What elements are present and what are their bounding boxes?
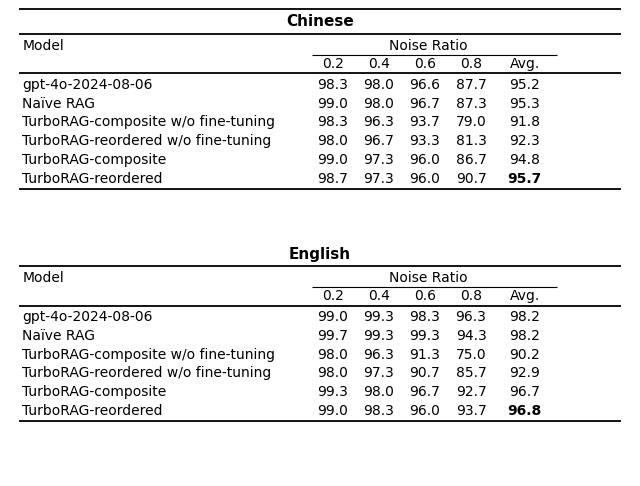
- Text: 98.0: 98.0: [364, 385, 394, 399]
- Text: 85.7: 85.7: [456, 366, 486, 381]
- Text: 98.3: 98.3: [317, 78, 348, 92]
- Text: Model: Model: [22, 272, 64, 285]
- Text: 95.7: 95.7: [508, 172, 542, 186]
- Text: 91.3: 91.3: [410, 348, 440, 362]
- Text: TurboRAG-composite: TurboRAG-composite: [22, 153, 166, 167]
- Text: 99.3: 99.3: [410, 329, 440, 343]
- Text: 99.0: 99.0: [317, 153, 348, 167]
- Text: 0.4: 0.4: [368, 57, 390, 71]
- Text: TurboRAG-composite w/o fine-tuning: TurboRAG-composite w/o fine-tuning: [22, 116, 275, 129]
- Text: 0.2: 0.2: [322, 290, 344, 303]
- Text: Avg.: Avg.: [509, 290, 540, 303]
- Text: Naïve RAG: Naïve RAG: [22, 97, 95, 111]
- Text: 97.3: 97.3: [364, 153, 394, 167]
- Text: 98.7: 98.7: [317, 172, 348, 186]
- Text: 98.3: 98.3: [317, 116, 348, 129]
- Text: 92.7: 92.7: [456, 385, 486, 399]
- Text: 98.0: 98.0: [317, 366, 348, 381]
- Text: 0.6: 0.6: [414, 57, 436, 71]
- Text: 94.3: 94.3: [456, 329, 486, 343]
- Text: Avg.: Avg.: [509, 57, 540, 71]
- Text: Naïve RAG: Naïve RAG: [22, 329, 95, 343]
- Text: TurboRAG-composite: TurboRAG-composite: [22, 385, 166, 399]
- Text: 98.0: 98.0: [364, 78, 394, 92]
- Text: 87.3: 87.3: [456, 97, 486, 111]
- Text: 99.0: 99.0: [317, 97, 348, 111]
- Text: 96.7: 96.7: [364, 134, 394, 148]
- Text: 96.3: 96.3: [364, 348, 394, 362]
- Text: 96.6: 96.6: [410, 78, 440, 92]
- Text: gpt-4o-2024-08-06: gpt-4o-2024-08-06: [22, 78, 153, 92]
- Text: 96.0: 96.0: [410, 153, 440, 167]
- Text: 99.0: 99.0: [317, 404, 348, 418]
- Text: 98.2: 98.2: [509, 329, 540, 343]
- Text: 98.2: 98.2: [509, 311, 540, 324]
- Text: 91.8: 91.8: [509, 116, 540, 129]
- Text: English: English: [289, 247, 351, 262]
- Text: 96.7: 96.7: [410, 385, 440, 399]
- Text: 87.7: 87.7: [456, 78, 486, 92]
- Text: TurboRAG-reordered w/o fine-tuning: TurboRAG-reordered w/o fine-tuning: [22, 134, 271, 148]
- Text: TurboRAG-reordered w/o fine-tuning: TurboRAG-reordered w/o fine-tuning: [22, 366, 271, 381]
- Text: 86.7: 86.7: [456, 153, 486, 167]
- Text: 98.0: 98.0: [317, 348, 348, 362]
- Text: Model: Model: [22, 39, 64, 53]
- Text: 99.0: 99.0: [317, 311, 348, 324]
- Text: 95.3: 95.3: [509, 97, 540, 111]
- Text: Noise Ratio: Noise Ratio: [390, 272, 468, 285]
- Text: 95.2: 95.2: [509, 78, 540, 92]
- Text: 0.8: 0.8: [460, 290, 482, 303]
- Text: 96.7: 96.7: [410, 97, 440, 111]
- Text: TurboRAG-reordered: TurboRAG-reordered: [22, 172, 163, 186]
- Text: 0.4: 0.4: [368, 290, 390, 303]
- Text: 99.7: 99.7: [317, 329, 348, 343]
- Text: 0.6: 0.6: [414, 290, 436, 303]
- Text: 96.8: 96.8: [508, 404, 542, 418]
- Text: 98.3: 98.3: [364, 404, 394, 418]
- Text: 92.9: 92.9: [509, 366, 540, 381]
- Text: 92.3: 92.3: [509, 134, 540, 148]
- Text: gpt-4o-2024-08-06: gpt-4o-2024-08-06: [22, 311, 153, 324]
- Text: 96.3: 96.3: [364, 116, 394, 129]
- Text: Chinese: Chinese: [286, 15, 354, 29]
- Text: 90.7: 90.7: [456, 172, 486, 186]
- Text: 96.3: 96.3: [456, 311, 486, 324]
- Text: 97.3: 97.3: [364, 366, 394, 381]
- Text: 98.3: 98.3: [410, 311, 440, 324]
- Text: 79.0: 79.0: [456, 116, 486, 129]
- Text: 99.3: 99.3: [317, 385, 348, 399]
- Text: TurboRAG-reordered: TurboRAG-reordered: [22, 404, 163, 418]
- Text: 99.3: 99.3: [364, 311, 394, 324]
- Text: 81.3: 81.3: [456, 134, 486, 148]
- Text: 99.3: 99.3: [364, 329, 394, 343]
- Text: 96.7: 96.7: [509, 385, 540, 399]
- Text: TurboRAG-composite w/o fine-tuning: TurboRAG-composite w/o fine-tuning: [22, 348, 275, 362]
- Text: 93.3: 93.3: [410, 134, 440, 148]
- Text: 93.7: 93.7: [410, 116, 440, 129]
- Text: 98.0: 98.0: [317, 134, 348, 148]
- Text: 98.0: 98.0: [364, 97, 394, 111]
- Text: Noise Ratio: Noise Ratio: [390, 39, 468, 53]
- Text: 90.7: 90.7: [410, 366, 440, 381]
- Text: 96.0: 96.0: [410, 404, 440, 418]
- Text: 94.8: 94.8: [509, 153, 540, 167]
- Text: 0.2: 0.2: [322, 57, 344, 71]
- Text: 90.2: 90.2: [509, 348, 540, 362]
- Text: 93.7: 93.7: [456, 404, 486, 418]
- Text: 96.0: 96.0: [410, 172, 440, 186]
- Text: 97.3: 97.3: [364, 172, 394, 186]
- Text: 75.0: 75.0: [456, 348, 486, 362]
- Text: 0.8: 0.8: [460, 57, 482, 71]
